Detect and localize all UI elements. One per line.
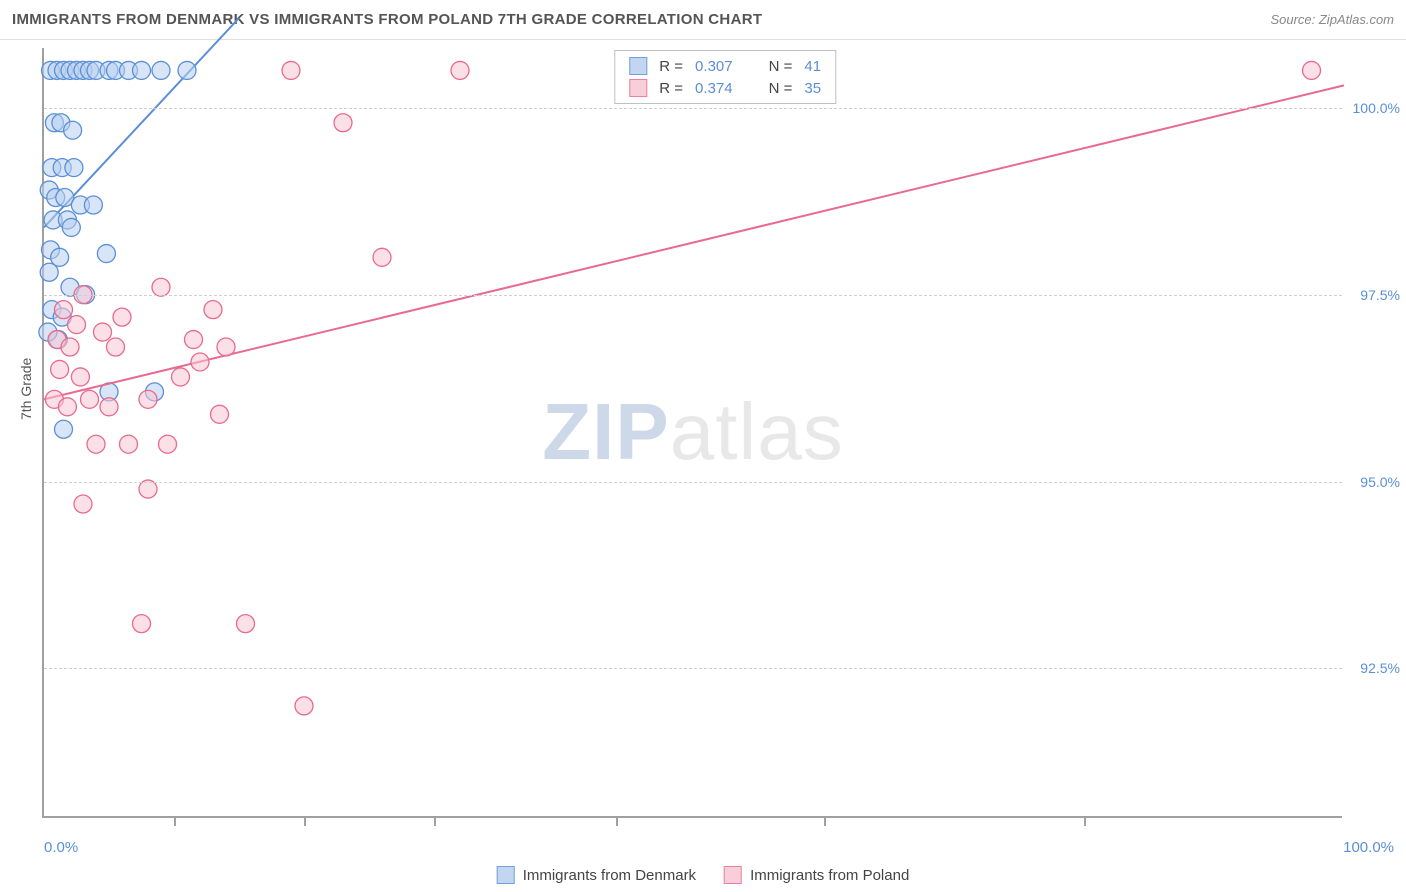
data-point-poland	[217, 338, 235, 356]
data-point-poland	[113, 308, 131, 326]
data-point-poland	[451, 61, 469, 79]
data-point-poland	[185, 331, 203, 349]
data-point-denmark	[64, 121, 82, 139]
title-bar: IMMIGRANTS FROM DENMARK VS IMMIGRANTS FR…	[0, 0, 1406, 40]
legend-series: Immigrants from Denmark Immigrants from P…	[497, 866, 910, 884]
gridline	[44, 295, 1342, 296]
data-point-poland	[172, 368, 190, 386]
chart-title: IMMIGRANTS FROM DENMARK VS IMMIGRANTS FR…	[12, 11, 762, 28]
scatter-plot-svg	[44, 48, 1342, 816]
r-value: 0.307	[695, 58, 733, 75]
gridline	[44, 108, 1342, 109]
data-point-poland	[87, 435, 105, 453]
data-point-poland	[1303, 61, 1321, 79]
r-label: R =	[659, 80, 683, 97]
data-point-poland	[139, 390, 157, 408]
data-point-poland	[282, 61, 300, 79]
data-point-poland	[74, 495, 92, 513]
data-point-poland	[152, 278, 170, 296]
legend-item-poland: Immigrants from Poland	[724, 866, 909, 884]
x-tick	[434, 816, 436, 826]
data-point-poland	[100, 398, 118, 416]
swatch-icon	[497, 866, 515, 884]
x-tick	[304, 816, 306, 826]
trend-line-poland	[44, 85, 1344, 399]
y-axis-label: 7th Grade	[18, 358, 34, 420]
legend-row-poland: R = 0.374 N = 35	[629, 77, 821, 99]
data-point-poland	[139, 480, 157, 498]
data-point-poland	[334, 114, 352, 132]
n-label: N =	[769, 58, 793, 75]
x-min-label: 0.0%	[44, 839, 78, 856]
gridline	[44, 668, 1342, 669]
data-point-denmark	[84, 196, 102, 214]
y-tick-label: 97.5%	[1360, 287, 1400, 303]
data-point-poland	[211, 405, 229, 423]
data-point-denmark	[97, 245, 115, 263]
n-value: 41	[804, 58, 821, 75]
data-point-denmark	[65, 159, 83, 177]
data-point-poland	[204, 301, 222, 319]
y-tick-label: 95.0%	[1360, 474, 1400, 490]
data-point-poland	[51, 360, 69, 378]
source-label: Source: ZipAtlas.com	[1270, 12, 1394, 27]
x-tick	[1084, 816, 1086, 826]
data-point-denmark	[178, 61, 196, 79]
legend-item-denmark: Immigrants from Denmark	[497, 866, 696, 884]
data-point-poland	[107, 338, 125, 356]
data-point-poland	[159, 435, 177, 453]
legend-row-denmark: R = 0.307 N = 41	[629, 55, 821, 77]
data-point-denmark	[40, 263, 58, 281]
chart-area: ZIPatlas 92.5%95.0%97.5%100.0%0.0%100.0%	[42, 48, 1342, 818]
data-point-denmark	[55, 420, 73, 438]
x-tick	[174, 816, 176, 826]
data-point-poland	[237, 615, 255, 633]
r-value: 0.374	[695, 80, 733, 97]
series-label: Immigrants from Poland	[750, 867, 909, 884]
gridline	[44, 482, 1342, 483]
swatch-icon	[629, 57, 647, 75]
data-point-poland	[373, 248, 391, 266]
data-point-poland	[81, 390, 99, 408]
data-point-poland	[191, 353, 209, 371]
data-point-poland	[94, 323, 112, 341]
x-tick	[616, 816, 618, 826]
y-tick-label: 92.5%	[1360, 660, 1400, 676]
data-point-poland	[68, 316, 86, 334]
swatch-icon	[629, 79, 647, 97]
data-point-denmark	[133, 61, 151, 79]
data-point-poland	[71, 368, 89, 386]
y-tick-label: 100.0%	[1353, 100, 1400, 116]
data-point-poland	[58, 398, 76, 416]
x-max-label: 100.0%	[1343, 839, 1394, 856]
swatch-icon	[724, 866, 742, 884]
n-label: N =	[769, 80, 793, 97]
data-point-poland	[133, 615, 151, 633]
series-label: Immigrants from Denmark	[523, 867, 696, 884]
data-point-denmark	[62, 218, 80, 236]
legend-correlation-box: R = 0.307 N = 41 R = 0.374 N = 35	[614, 50, 836, 104]
data-point-poland	[55, 301, 73, 319]
data-point-poland	[61, 338, 79, 356]
r-label: R =	[659, 58, 683, 75]
n-value: 35	[804, 80, 821, 97]
data-point-poland	[295, 697, 313, 715]
data-point-poland	[120, 435, 138, 453]
data-point-denmark	[152, 61, 170, 79]
x-tick	[824, 816, 826, 826]
